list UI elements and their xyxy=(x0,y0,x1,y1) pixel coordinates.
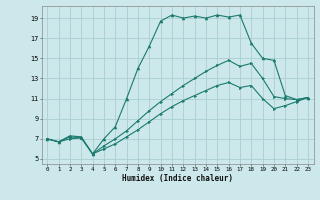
X-axis label: Humidex (Indice chaleur): Humidex (Indice chaleur) xyxy=(122,174,233,183)
